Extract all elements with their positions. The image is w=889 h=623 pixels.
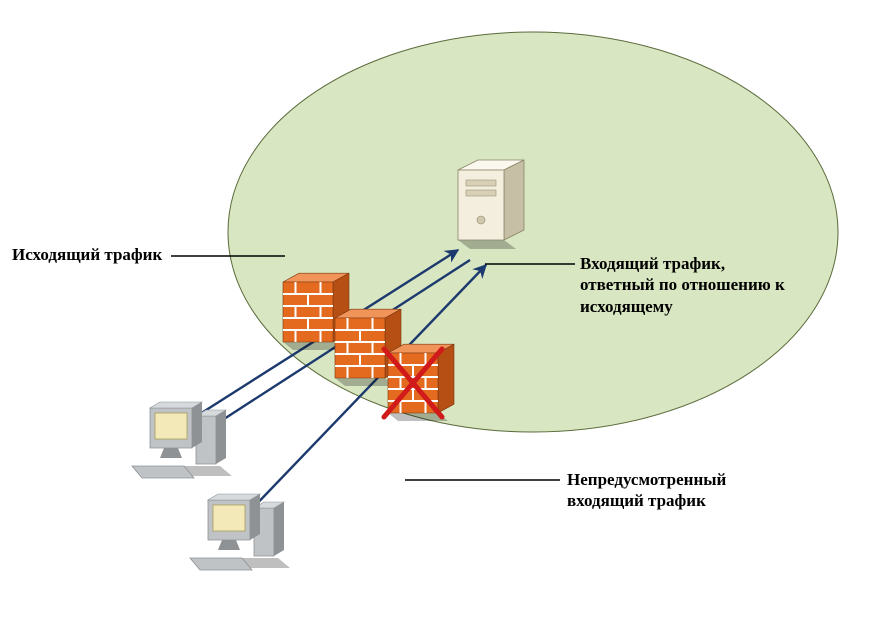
- label-unexpected: Непредусмотренный входящий трафик: [567, 469, 726, 512]
- diagram-stage: Исходящий трафик Входящий трафик, ответн…: [0, 0, 889, 623]
- label-outgoing: Исходящий трафик: [12, 244, 162, 265]
- label-response: Входящий трафик, ответный по отношению к…: [580, 253, 785, 317]
